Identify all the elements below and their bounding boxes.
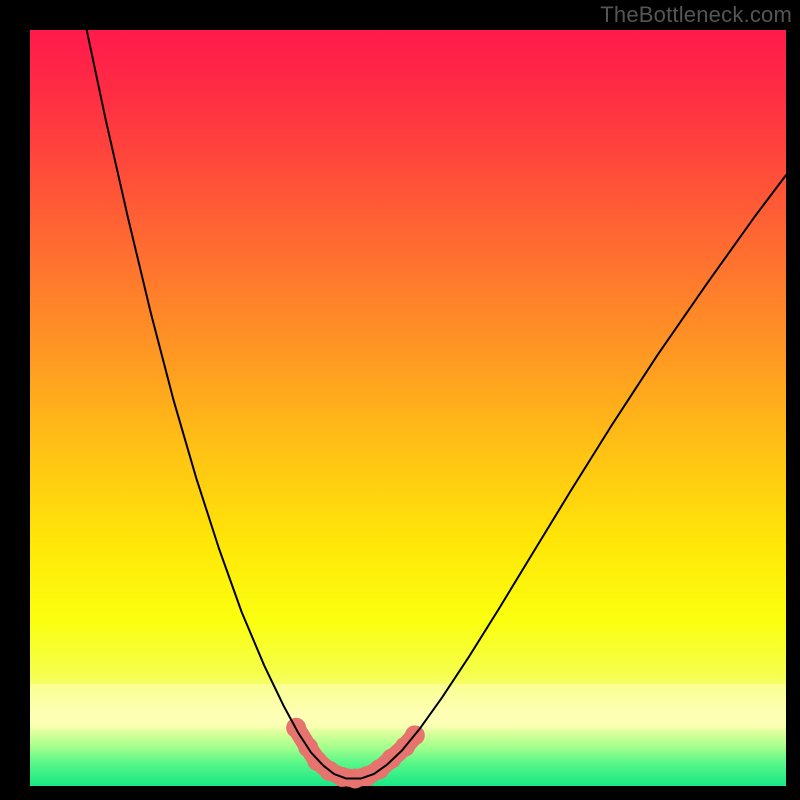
bottleneck-v-curve-chart — [0, 0, 800, 800]
plot-background — [30, 30, 786, 786]
watermark-text: TheBottleneck.com — [600, 2, 792, 28]
chart-container: TheBottleneck.com — [0, 0, 800, 800]
pale-band — [30, 684, 786, 729]
